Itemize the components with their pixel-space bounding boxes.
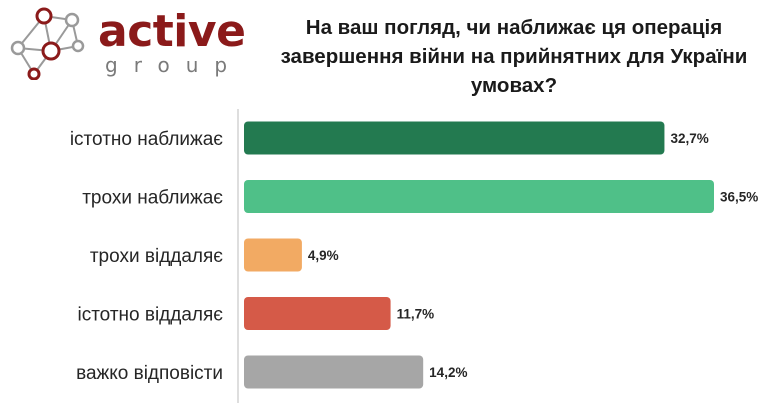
category-label: істотно наближає — [70, 129, 223, 150]
category-label: істотно віддаляє — [77, 305, 223, 326]
bar — [244, 238, 302, 272]
bar — [244, 121, 665, 155]
value-label: 14,2% — [429, 365, 467, 380]
value-label: 11,7% — [397, 307, 435, 322]
logo-word: active — [98, 6, 246, 57]
bar — [244, 355, 424, 389]
value-label: 36,5% — [720, 190, 758, 205]
value-label: 4,9% — [308, 248, 339, 263]
category-label: трохи віддаляє — [90, 246, 223, 267]
bar — [244, 297, 391, 330]
active-group-logo: active group — [6, 4, 246, 80]
logo-sub: group — [105, 53, 244, 77]
network-logo-icon — [10, 7, 85, 80]
category-label: важко відповісти — [76, 363, 223, 384]
chart-title: На ваш погляд, чи наближає ця операція з… — [280, 16, 748, 97]
category-label: трохи наближає — [82, 188, 223, 209]
bar — [244, 180, 714, 213]
value-label: 32,7% — [670, 131, 708, 146]
